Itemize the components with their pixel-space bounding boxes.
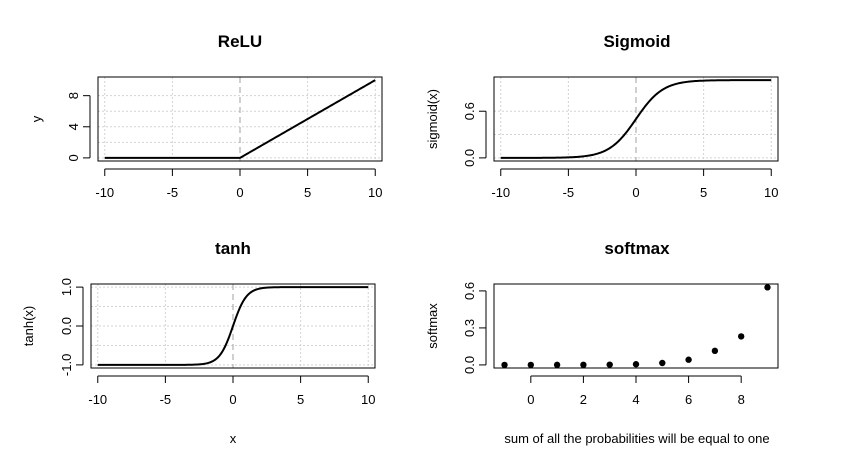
tanh-x-label: x <box>230 431 237 446</box>
softmax-x-tick-label: 0 <box>527 392 534 407</box>
tanh-x-tick-label: 5 <box>297 392 304 407</box>
softmax-x-label: sum of all the probabilities will be equ… <box>504 431 769 446</box>
softmax-point <box>501 361 508 369</box>
softmax-x-tick-label: 6 <box>685 392 692 407</box>
softmax-x-tick-label: 4 <box>632 392 639 407</box>
tanh-x-tick-label: 10 <box>361 392 375 407</box>
softmax-x-tick-label: 2 <box>580 392 587 407</box>
panel-tanh: tanh -10 -5 0 5 10 -1.0 0.0 1.0 tanh(x) x <box>21 239 376 446</box>
panel-relu: ReLU -10 -5 0 5 10 0 4 8 y <box>29 32 383 200</box>
relu-x-tick-label: -10 <box>95 185 114 200</box>
sigmoid-y-tick-label: 0.6 <box>462 102 477 120</box>
relu-x-tick-label: 0 <box>236 185 243 200</box>
relu-y-tick-label: 8 <box>66 92 81 99</box>
relu-y-tick-label: 4 <box>66 123 81 130</box>
softmax-point <box>659 359 666 367</box>
softmax-point <box>606 361 613 368</box>
panel-sigmoid: Sigmoid -10 -5 0 5 10 0.0 0.6 sigmoid(x) <box>425 32 779 200</box>
softmax-point <box>553 361 561 369</box>
tanh-y-tick-label: 1.0 <box>59 278 74 296</box>
tanh-title: tanh <box>215 239 251 258</box>
softmax-points <box>501 284 771 369</box>
tanh-y-tick-label: -1.0 <box>59 354 74 376</box>
softmax-x-tick-label: 8 <box>738 392 745 407</box>
softmax-x-axis: 0 2 4 6 8 <box>527 375 745 407</box>
softmax-point <box>685 356 692 363</box>
tanh-y-label: tanh(x) <box>21 306 36 346</box>
relu-plot-frame <box>97 76 383 162</box>
tanh-x-axis: -10 -5 0 5 10 <box>88 375 375 407</box>
tanh-x-tick-label: -10 <box>88 392 107 407</box>
sigmoid-x-axis: -10 -5 0 5 10 <box>491 168 778 200</box>
relu-x-axis: -10 -5 0 5 10 <box>95 168 382 200</box>
tanh-x-tick-label: 0 <box>229 392 236 407</box>
sigmoid-y-label: sigmoid(x) <box>425 89 440 149</box>
tanh-y-tick-label: 0.0 <box>59 317 74 335</box>
relu-y-tick-label: 0 <box>66 154 81 161</box>
sigmoid-x-tick-label: 0 <box>632 185 639 200</box>
softmax-point <box>527 361 535 369</box>
softmax-point <box>737 333 745 340</box>
softmax-y-tick-label: 0.0 <box>462 356 477 374</box>
softmax-point <box>632 361 640 368</box>
relu-y-label: y <box>29 115 44 122</box>
tanh-plot-frame <box>90 283 376 369</box>
softmax-point <box>580 361 587 369</box>
softmax-point <box>764 284 771 291</box>
tanh-y-axis: -1.0 0.0 1.0 <box>59 278 84 376</box>
sigmoid-title: Sigmoid <box>603 32 670 51</box>
sigmoid-curve <box>500 79 772 159</box>
tanh-curve <box>97 286 369 366</box>
softmax-y-label: softmax <box>425 303 440 349</box>
sigmoid-y-axis: 0.0 0.6 <box>462 102 487 167</box>
relu-y-axis: 0 4 8 <box>66 92 91 162</box>
sigmoid-y-tick-label: 0.0 <box>462 149 477 167</box>
relu-title: ReLU <box>218 32 262 51</box>
tanh-x-tick-label: -5 <box>160 392 172 407</box>
sigmoid-x-tick-label: 5 <box>700 185 707 200</box>
sigmoid-plot-frame <box>493 76 779 162</box>
softmax-title: softmax <box>604 239 670 258</box>
softmax-point <box>711 347 719 355</box>
sigmoid-x-tick-label: 10 <box>764 185 778 200</box>
softmax-y-axis: 0.0 0.3 0.6 <box>462 282 487 374</box>
panel-softmax: softmax 0 2 4 6 8 0.0 0.3 0.6 softmax sum of a… <box>425 239 779 446</box>
sigmoid-x-tick-label: -5 <box>563 185 575 200</box>
relu-curve <box>104 79 376 159</box>
softmax-plot-frame <box>493 283 779 369</box>
sigmoid-x-tick-label: -10 <box>491 185 510 200</box>
relu-x-tick-label: 10 <box>368 185 382 200</box>
softmax-y-tick-label: 0.3 <box>462 319 477 337</box>
relu-x-tick-label: 5 <box>304 185 311 200</box>
softmax-y-tick-label: 0.6 <box>462 282 477 300</box>
relu-x-tick-label: -5 <box>167 185 179 200</box>
